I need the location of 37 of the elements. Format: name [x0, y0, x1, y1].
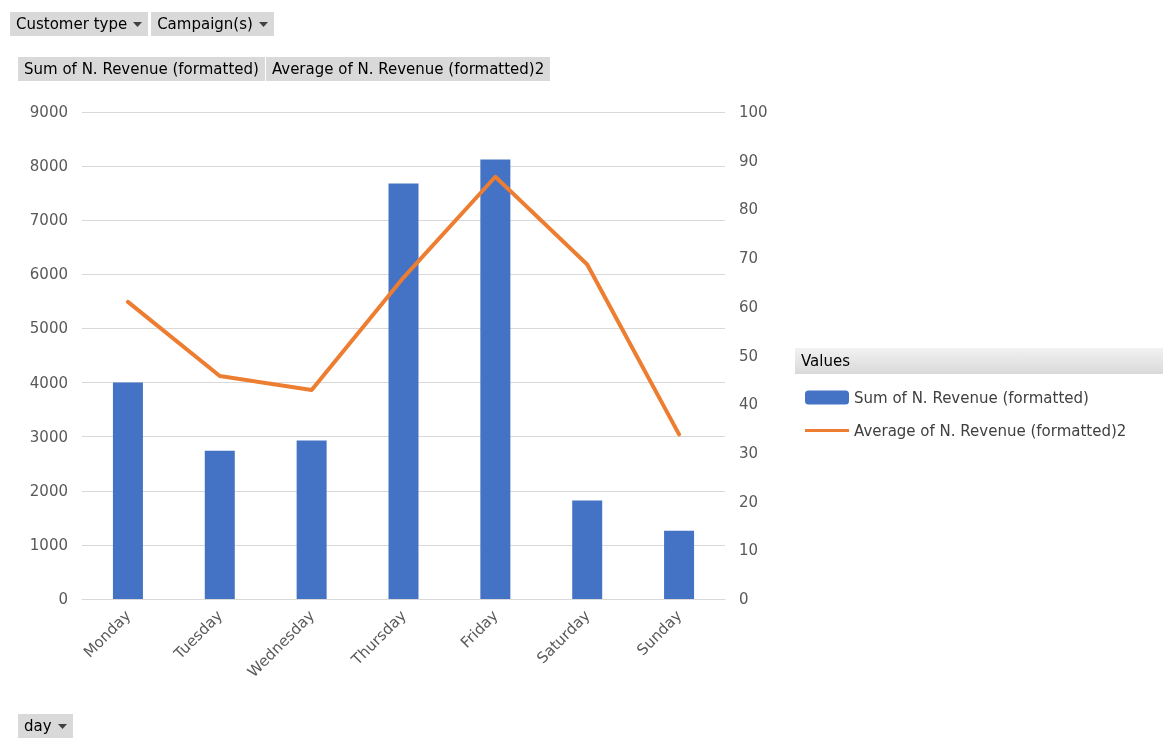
bar [296, 440, 327, 599]
bar [664, 530, 695, 599]
y2-tick-label: 100 [739, 103, 768, 121]
y2-tick-label: 70 [739, 249, 759, 268]
y2-tick-label: 40 [739, 395, 759, 414]
y-tick-label: 2000 [29, 481, 68, 500]
y-tick-label: 8000 [29, 157, 68, 176]
x-axis-title: day [24, 717, 52, 735]
y2-tick-label: 80 [739, 200, 759, 219]
text: Customer type [16, 15, 128, 33]
y2-tick-label: 60 [739, 297, 759, 316]
text: Average of N. Revenue (formatted)2 [271, 60, 545, 78]
text: Campaign(s) [157, 15, 253, 33]
text: Sum of N. Revenue (formatted) [24, 60, 259, 78]
bar [480, 159, 511, 599]
y-tick-label: 5000 [29, 319, 68, 338]
y2-tick-label: 50 [739, 346, 759, 365]
bar [388, 183, 419, 599]
y-tick-label: 3000 [29, 427, 68, 446]
y-tick-label: 1000 [29, 535, 68, 554]
y2-tick-label: 90 [739, 151, 759, 170]
legend-label: Sum of N. Revenue (formatted) [854, 388, 1089, 407]
legend-label: Average of N. Revenue (formatted)2 [854, 421, 1127, 440]
y2-tick-label: 10 [739, 541, 759, 560]
line-series [125, 174, 682, 437]
y-tick-label: 9000 [29, 103, 68, 121]
y-tick-label: 4000 [29, 373, 68, 392]
bar [204, 450, 235, 599]
y-tick-label: 6000 [29, 265, 68, 284]
y2-tick-label: 20 [739, 492, 759, 511]
y2-tick-label: 0 [739, 590, 749, 608]
y-tick-label: 0 [58, 590, 68, 608]
bar [112, 382, 143, 599]
y-tick-label: 7000 [29, 211, 68, 230]
bar [572, 500, 603, 599]
legend-title: Values [795, 348, 1163, 374]
y2-tick-label: 30 [739, 443, 759, 462]
